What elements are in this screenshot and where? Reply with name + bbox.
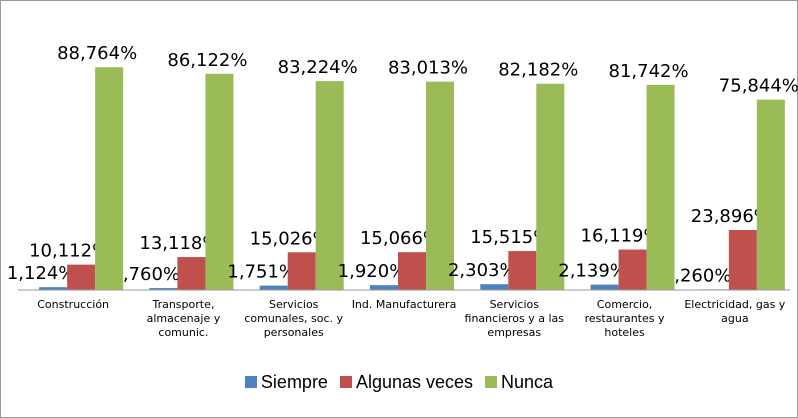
data-label: 2,303% — [448, 260, 517, 281]
bar — [67, 264, 96, 290]
bar — [646, 84, 675, 291]
data-label: 1,920% — [338, 261, 407, 282]
data-label: 83,013% — [388, 58, 468, 79]
bar — [259, 285, 288, 290]
legend-swatch — [485, 376, 498, 388]
legend-item: Algunas veces — [339, 372, 474, 393]
bar — [536, 83, 565, 291]
bar — [287, 252, 316, 290]
data-label: 15,066% — [360, 228, 440, 249]
legend-swatch — [339, 376, 352, 388]
bar — [426, 81, 454, 291]
legend-swatch — [244, 376, 257, 388]
data-label: 10,112% — [29, 241, 109, 262]
bar — [205, 73, 234, 291]
data-label: 15,515% — [470, 227, 550, 248]
legend-label: Siempre — [260, 372, 328, 392]
legend: Siempre Algunas veces Nunca — [0, 372, 798, 393]
legend-label: Algunas veces — [355, 372, 474, 392]
bar — [177, 257, 206, 290]
bar — [756, 99, 785, 290]
data-label: 82,182% — [498, 60, 578, 81]
bar — [728, 230, 757, 290]
legend-label: Nunca — [501, 372, 554, 392]
bar — [39, 287, 68, 290]
x-tick-label: Servicios comunales, soc. y personales — [244, 298, 344, 339]
legend-item: Siempre — [244, 372, 328, 393]
bar — [95, 67, 124, 290]
legend-item: Nunca — [485, 372, 553, 393]
data-label: 16,119% — [581, 226, 661, 247]
data-label: 15,026% — [250, 228, 330, 249]
x-tick-label: Comercio, restaurantes y hoteles — [584, 298, 665, 339]
data-label: 1,124% — [7, 263, 76, 284]
x-tick-label: Servicios financieros y a las empresas — [464, 298, 565, 339]
data-label: 1,751% — [227, 262, 296, 283]
data-label: 88,764% — [57, 43, 137, 64]
data-label: 81,742% — [609, 61, 689, 82]
bar — [590, 284, 619, 290]
bar — [370, 285, 398, 290]
x-tick-label: Construcción — [37, 298, 110, 311]
bar — [480, 284, 509, 290]
x-tick-label: Transporte, almacenaje y comunic. — [146, 298, 221, 339]
data-label: 23,896% — [691, 206, 771, 227]
data-label: ,760% — [123, 264, 180, 285]
bar — [508, 251, 537, 290]
data-label: 2,139% — [558, 261, 627, 282]
data-label: 86,122% — [167, 50, 247, 71]
bar — [315, 81, 344, 290]
bar — [149, 288, 178, 290]
x-tick-label: Electricidad, gas y agua — [684, 298, 786, 325]
data-label: ,260% — [674, 265, 731, 286]
data-label: 75,844% — [719, 76, 798, 97]
bar — [618, 249, 647, 290]
x-tick-label: Ind. Manufacturera — [351, 298, 457, 311]
bar — [398, 252, 426, 290]
data-label: 83,224% — [278, 57, 358, 78]
data-label: 13,118% — [139, 233, 219, 254]
